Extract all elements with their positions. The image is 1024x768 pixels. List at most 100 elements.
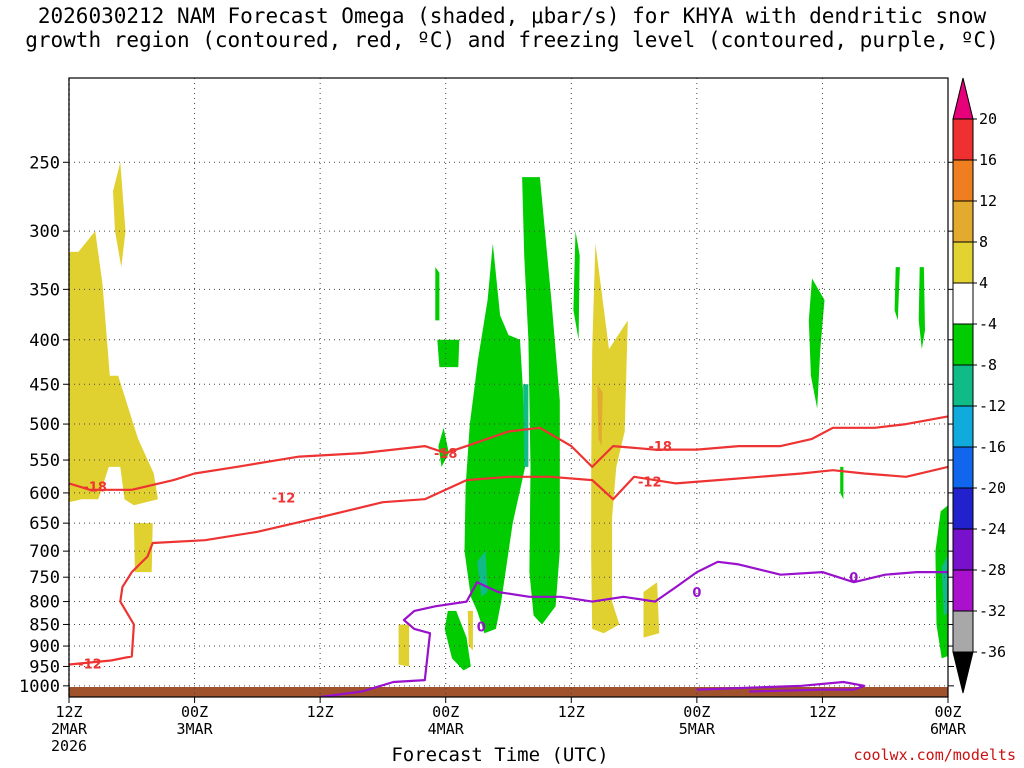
contour-label-extra-4: 0 — [849, 571, 858, 586]
shaded-region-7 — [522, 177, 560, 625]
shaded-region-10 — [591, 243, 628, 634]
colorbar-segment-2 — [952, 159, 974, 202]
contour-lines: -18 -12 0 0 -18 -18 -12 -12 0 — [69, 415, 948, 697]
colorbar-segment-13 — [952, 610, 974, 653]
y-tick-label-600: 600 — [29, 484, 60, 504]
colorbar-label-7: -12 — [979, 397, 1006, 415]
y-tick-label-850: 850 — [29, 615, 60, 635]
y-tick-label-1000: 1000 — [19, 677, 60, 697]
shaded-region-1 — [113, 162, 126, 268]
colorbar-segment-6 — [952, 323, 974, 366]
colorbar-label-0: 20 — [979, 110, 997, 128]
shaded-region-16 — [894, 267, 900, 321]
colorbar-label-5: -4 — [979, 315, 997, 333]
x-tick-label-36-0: 00Z — [432, 703, 459, 721]
contour-label--18: -18 — [83, 481, 107, 496]
colorbar-segment-5 — [952, 282, 974, 325]
colorbar-segment-4 — [952, 241, 974, 284]
colorbar-segment-12 — [952, 569, 974, 612]
colorbar-label-8: -16 — [979, 438, 1006, 456]
colorbar-label-3: 8 — [979, 233, 988, 251]
surface-terrain — [69, 690, 948, 697]
shaded-region-11 — [597, 384, 603, 447]
contour-label-0-east: 0 — [692, 586, 701, 601]
y-tick-label-950: 950 — [29, 657, 60, 677]
y-tick-label-400: 400 — [29, 331, 60, 351]
y-tick-label-800: 800 — [29, 593, 60, 613]
colorbar-segment-8 — [952, 405, 974, 448]
shaded-region-13 — [398, 624, 410, 667]
contour-label-extra-3: -12 — [78, 657, 102, 672]
contour-label-extra-0: -18 — [434, 447, 458, 462]
shaded-region-22 — [840, 466, 844, 500]
x-tick-label-0-1: 2MAR — [51, 720, 88, 738]
colorbar-segment-11 — [952, 528, 974, 571]
colorbar-segment-1 — [952, 118, 974, 161]
y-tick-label-500: 500 — [29, 415, 60, 435]
y-tick-label-900: 900 — [29, 637, 60, 657]
y-tick-label-250: 250 — [29, 153, 60, 173]
y-tick-label-300: 300 — [29, 222, 60, 242]
shaded-region-12 — [643, 582, 660, 638]
colorbar-label-13: -36 — [979, 643, 1006, 661]
x-tick-label-60-1: 5MAR — [679, 720, 716, 738]
colorbar: 20 16 12 8 4 -4 -8 -12 -16 -20 -24 -28 -32 -36 — [952, 77, 1006, 694]
contour-label-extra-1: -18 — [648, 440, 672, 455]
x-tick-label-12-1: 3MAR — [177, 720, 214, 738]
colorbar-label-6: -8 — [979, 356, 997, 374]
x-tick-label-72-0: 12Z — [809, 703, 836, 721]
colorbar-label-10: -24 — [979, 520, 1006, 538]
axes: 2503003504004505005506006507007508008509… — [19, 77, 967, 755]
shaded-region-19 — [941, 555, 948, 616]
x-tick-label-12-0: 00Z — [181, 703, 208, 721]
y-tick-label-450: 450 — [29, 375, 60, 395]
shaded-region-18 — [935, 431, 948, 659]
x-tick-label-60-0: 00Z — [683, 703, 710, 721]
contour-label--12: -12 — [272, 491, 296, 506]
colorbar-label-9: -20 — [979, 479, 1006, 497]
colorbar-segment-9 — [952, 446, 974, 489]
contour--18 — [69, 415, 948, 491]
colorbar-label-1: 16 — [979, 151, 997, 169]
x-tick-label-0-0: 12Z — [55, 703, 82, 721]
shaded-region-9 — [444, 610, 471, 671]
plot-frame — [68, 77, 949, 698]
credit-text: coolwx.com/modelts — [853, 746, 1016, 764]
colorbar-top-triangle — [952, 77, 974, 120]
contour-0 — [319, 560, 948, 697]
shaded-region-0 — [69, 231, 158, 506]
colorbar-segment-3 — [952, 200, 974, 243]
title-line-2: growth region (contoured, red, ºC) and f… — [25, 28, 999, 52]
shaded-region-14 — [467, 610, 473, 651]
colorbar-label-11: -28 — [979, 561, 1006, 579]
y-tick-label-750: 750 — [29, 568, 60, 588]
x-tick-label-0-2: 2026 — [51, 737, 87, 755]
shaded-region-8 — [573, 231, 580, 340]
x-tick-label-24-0: 12Z — [307, 703, 334, 721]
chart-title: 2026030212 NAM Forecast Omega (shaded, μ… — [0, 4, 1024, 52]
shaded-region-17 — [918, 267, 925, 350]
contour-label-extra-2: -12 — [638, 475, 662, 490]
colorbar-label-12: -32 — [979, 602, 1006, 620]
shaded-region-2 — [133, 523, 153, 573]
shaded-region-4 — [437, 339, 460, 368]
colorbar-segment-7 — [952, 364, 974, 407]
x-axis-label: Forecast Time (UTC) — [391, 744, 609, 766]
contour-0-east — [696, 680, 866, 693]
shaded-region-6 — [464, 243, 526, 634]
shaded-region-5 — [435, 267, 440, 321]
y-tick-label-650: 650 — [29, 514, 60, 534]
colorbar-label-2: 12 — [979, 192, 997, 210]
y-tick-label-550: 550 — [29, 451, 60, 471]
contour--12 — [69, 465, 948, 666]
x-tick-label-84-1: 6MAR — [930, 720, 967, 738]
x-tick-label-84-0: 00Z — [934, 703, 961, 721]
x-tick-label-48-0: 12Z — [558, 703, 585, 721]
grid-lines — [69, 78, 948, 697]
title-line-1: 2026030212 NAM Forecast Omega (shaded, μ… — [37, 4, 987, 28]
plot-area — [69, 162, 948, 697]
colorbar-label-4: 4 — [979, 274, 988, 292]
x-tick-label-36-1: 4MAR — [428, 720, 465, 738]
shaded-region-3 — [438, 427, 449, 467]
